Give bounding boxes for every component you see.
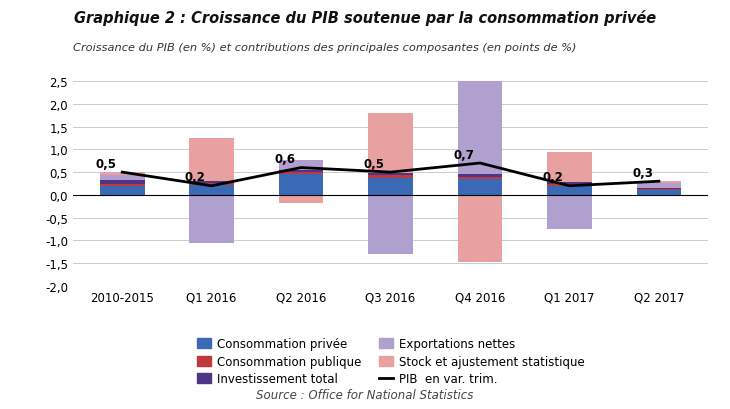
Bar <box>368 174 413 176</box>
Legend: Consommation privée, Consommation publique, Investissement total, Exportations n: Consommation privée, Consommation publiq… <box>196 337 585 386</box>
Text: Graphique 2 : Croissance du PIB soutenue par la consommation privée: Graphique 2 : Croissance du PIB soutenue… <box>74 10 656 26</box>
Bar <box>368 176 413 178</box>
Text: Croissance du PIB (en %) et contributions des principales composantes (en points: Croissance du PIB (en %) et contribution… <box>73 43 577 53</box>
Bar <box>279 175 323 196</box>
Bar <box>637 191 681 196</box>
Bar <box>279 196 323 203</box>
Text: 0,5: 0,5 <box>96 157 116 170</box>
Text: 0,7: 0,7 <box>453 148 474 161</box>
Bar <box>547 196 592 229</box>
Bar <box>458 79 502 175</box>
Bar <box>458 180 502 196</box>
Text: 0,3: 0,3 <box>632 166 653 179</box>
Bar <box>547 183 592 184</box>
Bar <box>279 171 323 173</box>
Bar <box>637 184 681 188</box>
Bar <box>189 185 234 196</box>
Bar <box>368 114 413 174</box>
Bar <box>458 196 502 263</box>
Bar <box>547 184 592 187</box>
Bar <box>100 187 145 196</box>
Bar <box>100 176 145 180</box>
Bar <box>368 196 413 254</box>
Bar <box>189 181 234 183</box>
Bar <box>279 173 323 175</box>
Bar <box>100 173 145 176</box>
Bar <box>458 175 502 177</box>
Bar <box>547 187 592 196</box>
Text: 0,2: 0,2 <box>542 171 564 184</box>
Bar <box>637 188 681 189</box>
Bar <box>547 152 592 183</box>
Bar <box>189 139 234 181</box>
Bar <box>637 182 681 184</box>
Text: Source : Office for National Statistics: Source : Office for National Statistics <box>256 388 474 401</box>
Bar <box>368 178 413 196</box>
Text: 0,6: 0,6 <box>274 153 295 166</box>
Bar <box>189 183 234 185</box>
Bar <box>637 189 681 191</box>
Bar <box>189 196 234 243</box>
Bar <box>458 177 502 180</box>
Bar <box>100 184 145 187</box>
Text: 0,2: 0,2 <box>185 171 206 184</box>
Text: 0,5: 0,5 <box>364 157 385 170</box>
Bar <box>279 160 323 171</box>
Bar <box>100 180 145 184</box>
